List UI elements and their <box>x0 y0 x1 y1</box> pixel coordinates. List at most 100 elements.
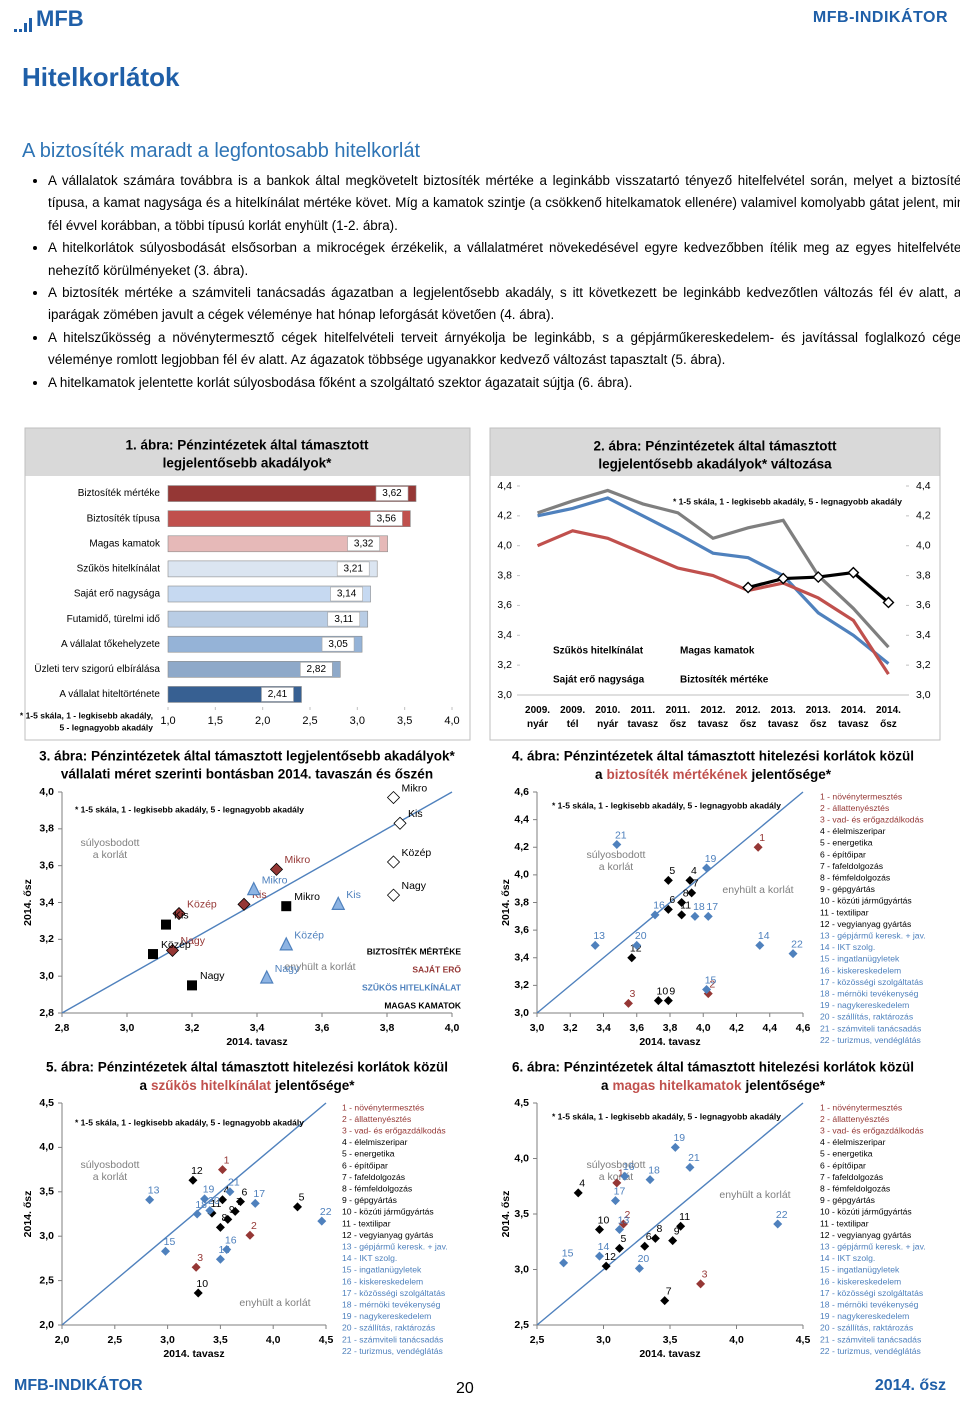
logo: MFB <box>14 6 84 32</box>
point-marker <box>696 1279 706 1289</box>
sector-legend: 13 - gépjármű keresk. + jav. <box>820 1241 926 1251</box>
point-label: 8 <box>656 1223 662 1235</box>
bar <box>167 661 341 678</box>
point-label: 1 <box>618 1168 624 1180</box>
sector-legend: 13 - gépjármű keresk. + jav. <box>342 1241 448 1251</box>
x-tick-label: 3,4 <box>596 1022 611 1034</box>
point-marker <box>259 969 274 984</box>
sector-legend: 9 - gépgyártás <box>342 1195 397 1205</box>
y-tick-label: 3,5 <box>514 1208 529 1220</box>
x-axis-label: 2014. tavasz <box>639 1348 700 1360</box>
series-line <box>537 496 890 665</box>
sector-legend: 11 - textilipar <box>820 1218 869 1228</box>
sector-legend: 4 - élelmiszeripar <box>820 826 886 836</box>
bullet: A hitelkamatok jelentette korlát súlyosb… <box>48 372 960 394</box>
point-marker <box>677 898 687 907</box>
sector-legend: 22 - turizmus, vendéglátás <box>342 1346 443 1356</box>
point-label: 7 <box>693 878 699 890</box>
point-marker <box>145 1195 155 1205</box>
x-tick-label: 3,0 <box>530 1022 545 1034</box>
y2-tick-label: 3,0 <box>916 689 931 701</box>
series-line <box>536 529 890 675</box>
point-marker <box>632 940 642 950</box>
bar <box>167 535 388 553</box>
y2-tick-label: 3,8 <box>916 569 931 581</box>
y-tick-label: 3,0 <box>39 1230 54 1242</box>
point-marker <box>663 904 673 914</box>
point-label: 21 <box>228 1177 240 1189</box>
footer-date: 2014. ősz <box>874 1377 946 1394</box>
category-label: Üzleti terv szigorú elbírálása <box>34 663 160 675</box>
x-tick-label: 4,0 <box>696 1022 711 1034</box>
point-label: 18 <box>648 1164 660 1176</box>
sector-legend: 6 - építőipar <box>820 1160 866 1170</box>
point-marker <box>847 566 860 579</box>
point-label: Kis <box>346 889 361 901</box>
point-marker <box>663 996 673 1006</box>
sector-legend: 19 - nagykereskedelem <box>342 1311 431 1321</box>
point-label: 13 <box>148 1185 160 1197</box>
point-label: 10 <box>196 1278 208 1290</box>
point-marker <box>218 1195 228 1205</box>
value-label: 3,56 <box>377 513 397 524</box>
y-tick-label: 2,5 <box>514 1319 529 1331</box>
chart-title-part: jelentősége* <box>751 767 832 782</box>
category-label: A vállalat hiteltörténete <box>59 689 160 700</box>
point-label: 16 <box>225 1234 237 1246</box>
sector-legend: 8 - fémfeldolgozás <box>342 1183 412 1193</box>
x-tick-label-line: nyár <box>527 719 548 730</box>
x-tick-label: 2,8 <box>55 1022 70 1034</box>
chart-title: legjelentősebb akadályok* <box>163 456 333 471</box>
point-marker <box>614 1243 624 1253</box>
category-label: Saját erő nagysága <box>74 589 161 600</box>
point-marker <box>703 911 713 921</box>
point-marker <box>663 875 673 885</box>
point-marker <box>218 1165 228 1175</box>
sector-legend: 12 - vegyianyag gyártás <box>820 919 911 929</box>
sector-legend: 3 - vad- és erőgazdálkodás <box>342 1125 446 1135</box>
point-marker <box>612 839 622 849</box>
x-tick-label-line: 2014. <box>876 705 901 716</box>
x-tick-label-line: tavasz <box>768 719 799 730</box>
x-tick-label: 3,4 <box>250 1022 265 1034</box>
x-tick-label-line: ősz <box>880 719 897 730</box>
point-marker <box>590 940 600 950</box>
point-label: Mikro <box>294 891 320 903</box>
bar <box>167 610 369 628</box>
chart-title: legjelentősebb akadályok* változása <box>598 457 832 472</box>
point-marker <box>281 901 292 912</box>
x-tick-label: 4,2 <box>729 1022 744 1034</box>
value-label: 3,05 <box>328 639 348 650</box>
sector-legend: 22 - turizmus, vendéglátás <box>820 1346 921 1356</box>
note: * 1-5 skála, 1 - legkisebb akadály, 5 - … <box>75 1117 304 1127</box>
x-tick-label-line: 2009. <box>525 705 550 716</box>
point-marker <box>612 1178 622 1188</box>
sector-legend: 12 - vegyianyag gyártás <box>820 1230 911 1240</box>
point-marker <box>773 1219 783 1229</box>
point-marker <box>685 1162 695 1172</box>
point-marker <box>634 1263 644 1273</box>
sector-legend: 13 - gépjármű keresk. + jav. <box>820 930 926 940</box>
point-marker <box>788 949 798 959</box>
x-tick-label: 2011. ősz <box>666 705 691 730</box>
note: * 1-5 skála, 1 - legkisebb akadály, 5 - … <box>75 804 304 814</box>
annotation: súlyosbodott <box>81 837 140 849</box>
y-tick-label: 3,6 <box>39 859 54 871</box>
chart-title-part: a <box>139 1078 147 1093</box>
point-label: Mikro <box>285 854 311 866</box>
point-label: 6 <box>242 1186 248 1198</box>
point-label: 16 <box>623 1161 635 1173</box>
chart-title: a biztosíték mértékének jelentősége* <box>595 767 832 782</box>
point-label: 8 <box>683 887 689 899</box>
point-marker <box>165 943 180 957</box>
y-tick-label: 3,8 <box>514 896 529 908</box>
point-marker <box>660 1296 670 1306</box>
sector-legend: 2 - állattenyésztés <box>342 1114 411 1124</box>
y-tick-label: 4,0 <box>39 1141 54 1153</box>
chart-title-part: szűkös hitelkínálat <box>151 1078 272 1093</box>
note: * 1-5 skála, 1 - legkisebb akadály, 5 - … <box>552 1111 781 1121</box>
series-line <box>537 488 890 649</box>
legend-label: Saját erő nagysága <box>553 675 645 686</box>
point-label: 19 <box>705 853 717 865</box>
sector-legend: 4 - élelmiszeripar <box>342 1137 408 1147</box>
